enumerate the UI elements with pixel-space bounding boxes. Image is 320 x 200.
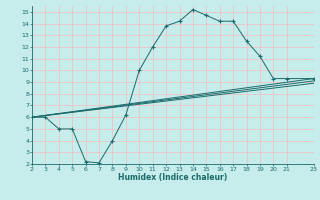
X-axis label: Humidex (Indice chaleur): Humidex (Indice chaleur) xyxy=(118,173,228,182)
